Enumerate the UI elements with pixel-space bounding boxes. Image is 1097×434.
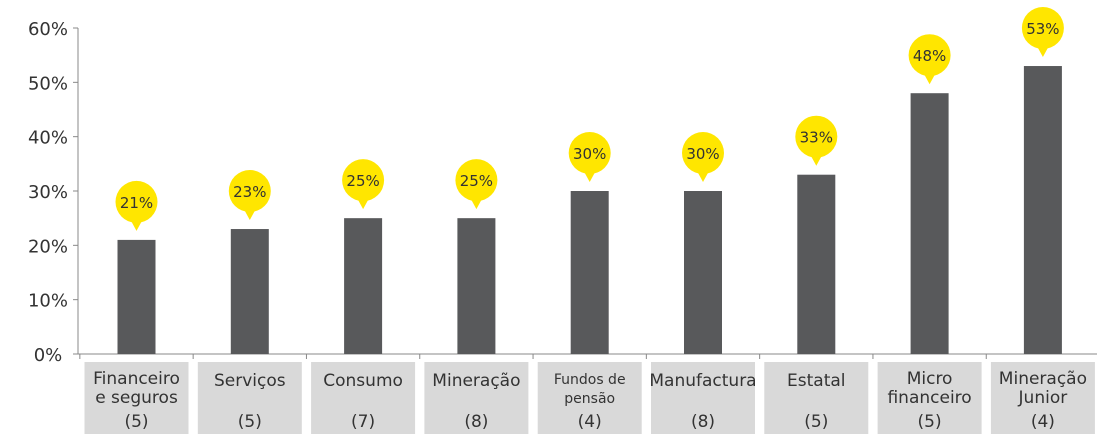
category-box [990, 362, 1095, 434]
category-name: Mineração [432, 371, 520, 391]
data-label-pointer [470, 198, 483, 210]
data-label: 23% [228, 170, 271, 221]
bar [797, 174, 836, 354]
data-label: 25% [455, 159, 498, 210]
y-tick-label: 50% [28, 73, 68, 94]
data-label-text: 21% [120, 194, 153, 212]
data-label-bubble [115, 180, 158, 223]
category-name: financeiro [887, 388, 971, 408]
data-label-bubble [342, 159, 385, 202]
category-box [651, 362, 755, 434]
bar [457, 218, 496, 354]
data-label: 48% [908, 34, 951, 85]
data-label-pointer [357, 198, 370, 210]
category-name: pensão [564, 391, 615, 407]
data-label-text: 30% [686, 145, 719, 163]
category-name: Mineração [999, 369, 1087, 389]
data-label-bubble [455, 159, 498, 202]
y-tick-label: 40% [28, 128, 68, 149]
category-name: Serviços [214, 371, 286, 391]
category-box [311, 362, 416, 434]
data-label: 53% [1021, 7, 1064, 58]
y-tick-label: 20% [28, 236, 68, 257]
data-label-text: 53% [1026, 20, 1059, 38]
y-tick-label: 30% [28, 182, 68, 203]
category-name: Manufactura [649, 371, 756, 391]
category-count: (8) [464, 412, 488, 432]
category-count: (5) [804, 412, 828, 432]
category-count: (5) [124, 412, 148, 432]
data-label-text: 33% [800, 129, 833, 147]
category-name: Consumo [323, 371, 403, 391]
category-count: (8) [691, 412, 715, 432]
bar [570, 191, 609, 354]
category-label: Serviços (5) [197, 362, 302, 434]
category-label: Fundos de pensão (4) [537, 362, 642, 434]
data-label-text: 25% [346, 172, 379, 190]
data-label-text: 48% [913, 47, 946, 65]
category-name: Micro [907, 369, 953, 389]
category-name: e seguros [95, 388, 178, 408]
category-name: Fundos de [554, 372, 626, 388]
data-label-text: 30% [573, 145, 606, 163]
data-label: 30% [682, 132, 724, 182]
category-label: Manufactura (8) [649, 362, 757, 434]
category-label: Mineração (8) [424, 362, 529, 434]
data-label-pointer [583, 171, 596, 182]
category-box [424, 362, 529, 434]
y-axis: 0% 10% 20% 30% 40% 50% 60% [28, 19, 79, 366]
data-label-pointer [243, 209, 256, 221]
bar [1023, 66, 1062, 355]
bar [117, 239, 156, 354]
category-count: (5) [918, 412, 942, 432]
data-label: 21% [115, 180, 158, 231]
data-label: 25% [342, 159, 385, 210]
category-label: Estatal (5) [764, 362, 869, 434]
data-label-pointer [130, 219, 143, 231]
category-count: (5) [238, 412, 262, 432]
category-box [877, 362, 982, 434]
data-label-bubble [1021, 7, 1064, 50]
category-box [537, 362, 642, 434]
data-label-bubble [682, 132, 724, 174]
data-label-bubble [568, 132, 611, 174]
category-name: Junior [1018, 388, 1068, 408]
category-box [84, 362, 189, 434]
category-count: (4) [578, 412, 602, 432]
x-axis [78, 353, 1097, 359]
data-label-bubble [795, 115, 838, 158]
category-box [764, 362, 869, 434]
data-label-text: 25% [460, 172, 493, 190]
data-label: 30% [568, 132, 611, 182]
category-box [197, 362, 302, 434]
data-label-pointer [810, 154, 823, 166]
data-label-bubble [228, 170, 271, 213]
y-tick-label: 60% [28, 19, 68, 40]
category-name: Financeiro [93, 369, 180, 389]
bar [230, 229, 269, 354]
category-count: (7) [351, 412, 375, 432]
bars [117, 66, 1062, 355]
bar [910, 93, 949, 354]
category-count: (4) [1031, 412, 1055, 432]
category-name: Estatal [787, 371, 846, 391]
bar [684, 191, 722, 354]
data-label-text: 23% [233, 183, 266, 201]
bar [344, 218, 383, 354]
data-label-pointer [697, 171, 709, 182]
data-label-pointer [923, 73, 936, 85]
data-labels: 21% 23% 25% 25% 30% 30% 33% 48% 53% [115, 7, 1064, 231]
category-label: Consumo (7) [311, 362, 416, 434]
data-label-bubble [908, 34, 951, 77]
data-label: 33% [795, 115, 838, 166]
data-label-pointer [1036, 46, 1049, 58]
y-tick-label: 10% [28, 291, 68, 312]
y-tick-label: 0% [34, 345, 63, 366]
